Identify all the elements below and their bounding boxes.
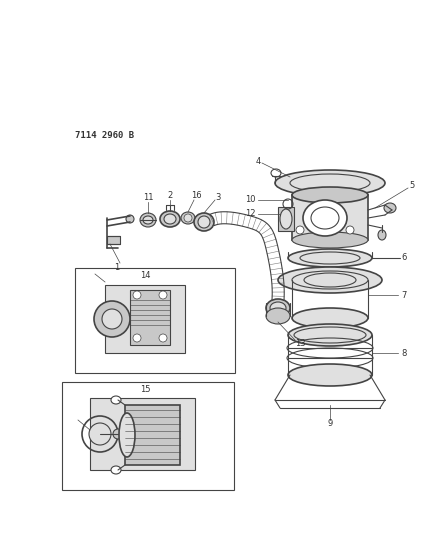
Ellipse shape: [143, 216, 153, 224]
Ellipse shape: [278, 267, 382, 293]
Text: 8: 8: [401, 349, 407, 358]
Ellipse shape: [270, 302, 286, 314]
Ellipse shape: [292, 232, 368, 248]
Text: 3: 3: [215, 192, 221, 201]
Ellipse shape: [292, 187, 368, 203]
Bar: [130, 290, 170, 345]
Ellipse shape: [181, 212, 195, 224]
Text: 13: 13: [295, 340, 305, 349]
Ellipse shape: [288, 324, 372, 346]
Ellipse shape: [288, 249, 372, 267]
Text: 2: 2: [167, 191, 172, 200]
Bar: [90, 398, 195, 470]
Ellipse shape: [378, 230, 386, 240]
Ellipse shape: [111, 396, 121, 404]
Text: 4: 4: [256, 157, 261, 166]
Ellipse shape: [303, 200, 347, 236]
Ellipse shape: [194, 213, 214, 231]
Text: 6: 6: [401, 254, 407, 262]
Bar: [62, 382, 234, 490]
Ellipse shape: [94, 301, 130, 337]
Ellipse shape: [266, 299, 290, 317]
Ellipse shape: [89, 423, 111, 445]
Text: 7114 2960 B: 7114 2960 B: [75, 131, 134, 140]
Bar: [105, 285, 185, 353]
Text: 16: 16: [191, 191, 201, 200]
Ellipse shape: [119, 413, 135, 457]
Ellipse shape: [133, 334, 141, 342]
Bar: [278, 207, 294, 231]
Text: 9: 9: [327, 419, 333, 429]
Ellipse shape: [266, 308, 290, 324]
Ellipse shape: [164, 214, 176, 224]
Ellipse shape: [292, 308, 368, 328]
Ellipse shape: [198, 216, 210, 228]
Bar: [75, 268, 235, 373]
Ellipse shape: [159, 334, 167, 342]
Ellipse shape: [126, 215, 134, 223]
Ellipse shape: [102, 309, 122, 329]
Text: 15: 15: [140, 385, 150, 394]
Ellipse shape: [280, 209, 292, 229]
Ellipse shape: [140, 213, 156, 227]
Bar: [125, 405, 180, 465]
Text: 14: 14: [140, 271, 150, 279]
Ellipse shape: [113, 429, 123, 439]
Text: 5: 5: [409, 182, 415, 190]
Bar: [292, 195, 368, 240]
Ellipse shape: [384, 203, 396, 213]
Text: 7: 7: [401, 290, 407, 300]
Ellipse shape: [160, 211, 180, 227]
Ellipse shape: [288, 364, 372, 386]
Ellipse shape: [184, 214, 192, 222]
Text: 1: 1: [114, 263, 119, 272]
Ellipse shape: [296, 226, 304, 234]
Text: 12: 12: [245, 209, 255, 219]
Text: 11: 11: [143, 193, 153, 203]
Bar: [107, 236, 120, 244]
Text: 10: 10: [245, 196, 255, 205]
Ellipse shape: [346, 226, 354, 234]
Ellipse shape: [275, 170, 385, 196]
Ellipse shape: [133, 291, 141, 299]
Ellipse shape: [159, 291, 167, 299]
Ellipse shape: [111, 466, 121, 474]
